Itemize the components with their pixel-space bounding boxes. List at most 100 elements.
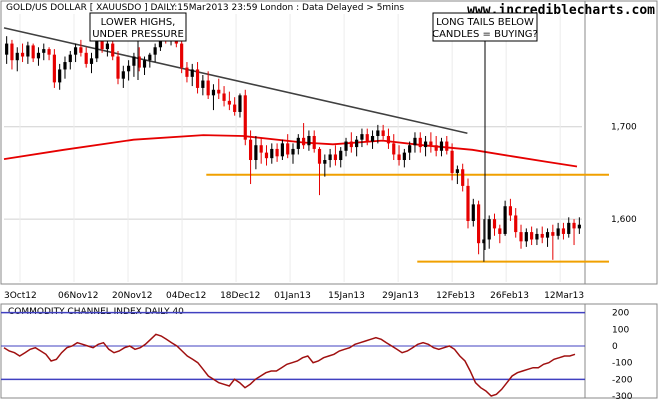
- candle-body: [233, 104, 237, 112]
- candle-body: [26, 45, 30, 57]
- candle-body: [243, 95, 247, 140]
- candle-body: [222, 93, 226, 101]
- candle-body: [477, 204, 481, 244]
- candle-body: [503, 206, 507, 234]
- cci-bands: [1, 311, 585, 381]
- candle-body: [116, 56, 120, 79]
- candle-body: [227, 100, 231, 105]
- candle-body: [397, 154, 401, 161]
- candle-body: [408, 145, 412, 153]
- annotation-long-tails-box: [432, 12, 538, 42]
- candle-body: [381, 130, 385, 136]
- candle-body: [270, 148, 274, 159]
- x-tick-label: 20Nov12: [112, 291, 152, 301]
- candle-body: [264, 152, 269, 159]
- candle-body: [148, 54, 152, 61]
- annotation-lower-highs: LOWER HIGHS, UNDER PRESSURE: [89, 12, 187, 80]
- cci-y-tick-label: -100: [612, 359, 633, 369]
- cci-y-tick-label: 200: [612, 309, 629, 319]
- candle-body: [291, 148, 295, 155]
- candle-body: [153, 47, 157, 55]
- candle-body: [423, 141, 428, 148]
- candle-body: [344, 141, 348, 151]
- x-tick-label: 29Jan13: [382, 291, 419, 301]
- candle-body: [15, 52, 19, 61]
- candle-body: [360, 134, 364, 140]
- candle-body: [339, 150, 343, 161]
- price-grid: [4, 14, 582, 282]
- candle-body: [121, 71, 125, 79]
- candle-body: [296, 137, 300, 149]
- annotation-long-tails-line1: LONG TAILS BELOW: [436, 17, 534, 28]
- x-tick-label: 06Nov12: [58, 291, 98, 301]
- annotation-long-tails-line2: CANDLES = BUYING?: [432, 29, 538, 40]
- candle-body: [206, 80, 210, 96]
- candle-body: [577, 224, 581, 229]
- candle-body: [20, 52, 25, 57]
- cci-y-tick-label: 100: [612, 325, 629, 335]
- candle-body: [58, 69, 62, 83]
- candle-body: [132, 56, 136, 66]
- candle-body: [142, 60, 147, 68]
- price-panel: [0, 0, 658, 285]
- candle-body: [498, 228, 502, 234]
- x-tick-label: 04Dec12: [166, 291, 206, 301]
- x-tick-label: 15Jan13: [328, 291, 365, 301]
- candle-body: [455, 169, 459, 173]
- candle-body: [211, 89, 216, 96]
- candle-body: [47, 49, 51, 55]
- candle-body: [10, 43, 14, 61]
- candle-body: [137, 56, 141, 68]
- candle-body: [127, 65, 131, 72]
- candle-body: [466, 185, 470, 222]
- candle-body: [100, 39, 104, 50]
- candle-body: [471, 204, 475, 222]
- candle-body: [280, 143, 284, 157]
- candle-body: [572, 222, 576, 229]
- cci-line-group: [3, 333, 576, 397]
- candle-body: [482, 239, 486, 244]
- annotation-lower-highs-line1: LOWER HIGHS,: [101, 17, 176, 28]
- candle-body: [185, 67, 189, 77]
- candle-body: [413, 137, 417, 146]
- candle-body: [36, 52, 41, 59]
- candle-body: [111, 43, 115, 57]
- candle-body: [524, 232, 528, 242]
- x-tick-label: 01Jan13: [274, 291, 311, 301]
- price-y-tick-label: 1,700: [611, 123, 637, 133]
- x-tick-label: 18Dec12: [220, 291, 260, 301]
- candle-body: [79, 47, 83, 53]
- candle-body: [561, 228, 566, 234]
- candle-body: [492, 219, 497, 229]
- annotation-lower-highs-line2: UNDER PRESSURE: [92, 29, 184, 40]
- candle-body: [556, 228, 560, 236]
- x-tick-label: 3Oct12: [4, 291, 37, 301]
- candle-body: [312, 135, 316, 149]
- candle-body: [248, 139, 253, 161]
- candle-body: [323, 160, 327, 164]
- candle-body: [217, 89, 221, 94]
- candle-body: [392, 143, 396, 155]
- candle-body: [487, 219, 491, 240]
- candle-body: [95, 39, 99, 59]
- annotation-lower-highs-box: [89, 12, 187, 42]
- candle-body: [439, 141, 444, 151]
- candle-body: [434, 145, 438, 151]
- cci-panel: [0, 303, 658, 399]
- candle-body: [429, 141, 433, 146]
- candle-body: [445, 141, 449, 151]
- candle-body: [42, 49, 46, 53]
- x-tick-label: 12Feb13: [436, 291, 475, 301]
- candle-body: [365, 134, 369, 142]
- price-y-ticks: 1,700 1,600: [611, 123, 637, 225]
- candle-body: [307, 135, 311, 146]
- candle-body: [386, 135, 391, 144]
- candle-body: [68, 54, 72, 63]
- candle-body: [52, 54, 56, 83]
- candle-body: [567, 222, 571, 234]
- annotation-long-tails: LONG TAILS BELOW CANDLES = BUYING?: [432, 12, 538, 250]
- candle-body: [333, 154, 338, 161]
- candle-body: [355, 139, 359, 148]
- price-candles: [5, 17, 581, 262]
